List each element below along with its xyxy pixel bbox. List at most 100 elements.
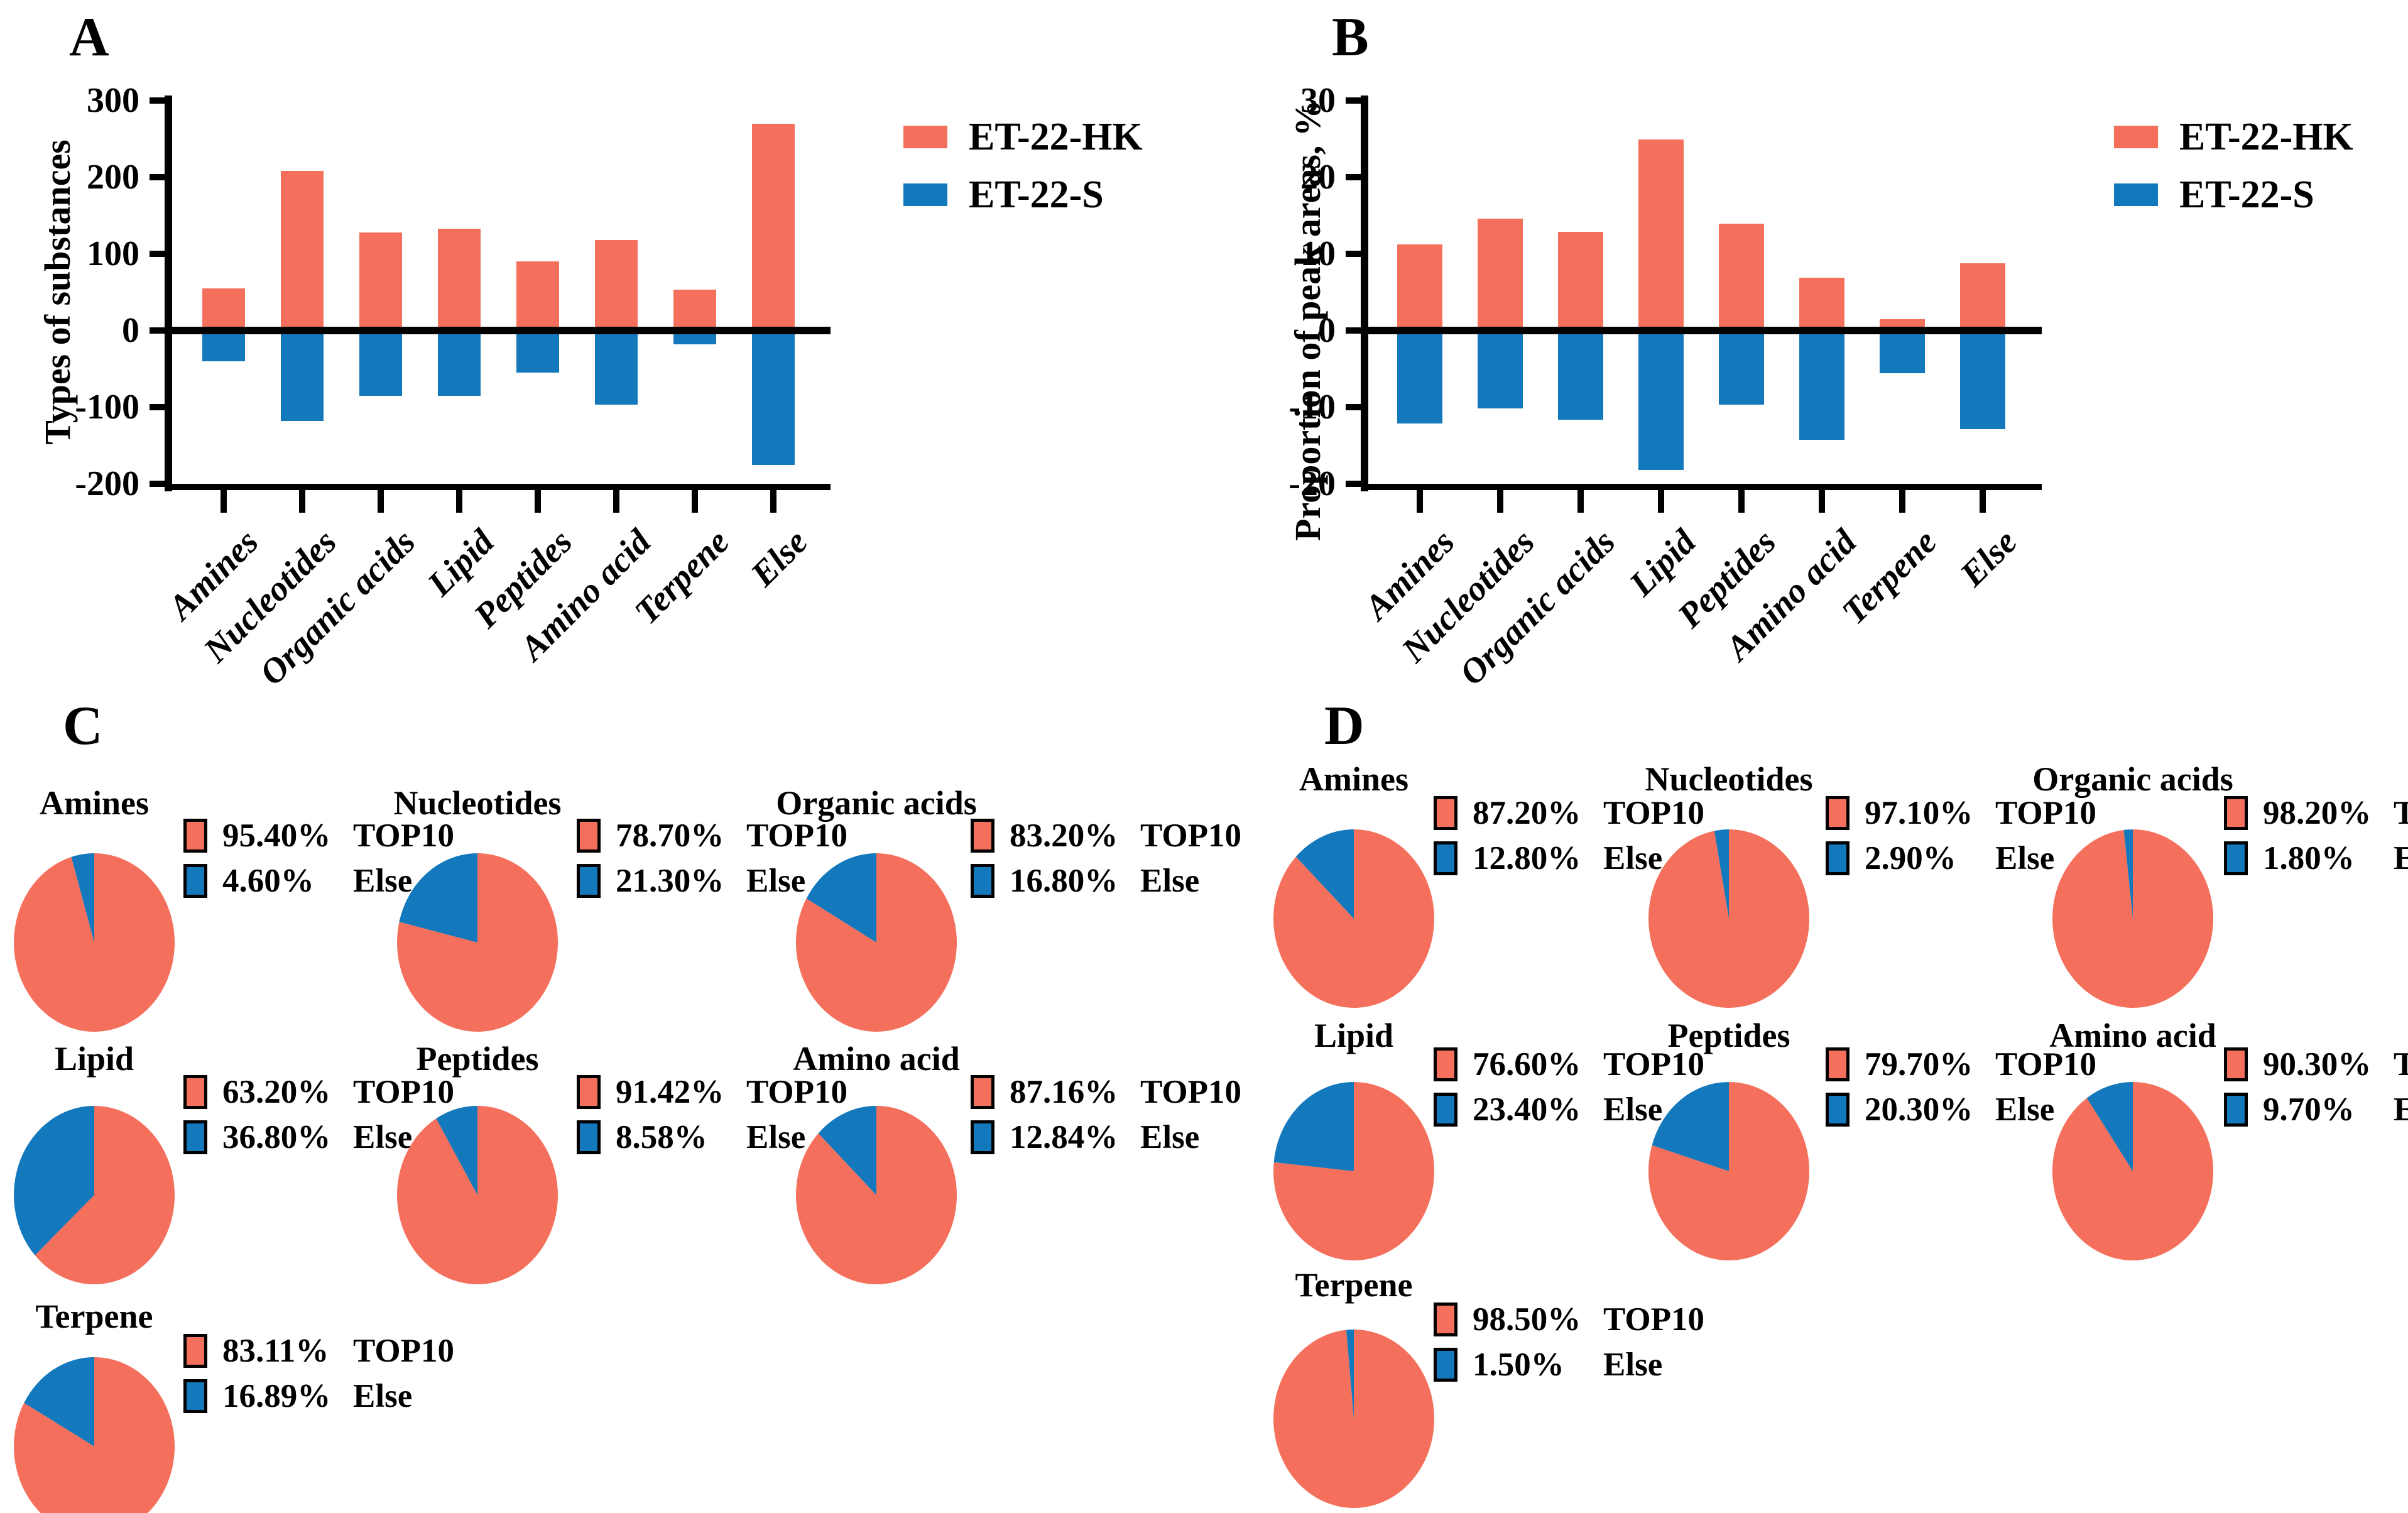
panel-a-legend-row-et-22-s: ET-22-S [903, 170, 1104, 220]
pie-legend-row-terpene-else: 1.50% Else [1434, 1345, 1662, 1385]
pie-legend-swatch-top10 [1434, 1303, 1457, 1336]
pie-chart-amines [13, 853, 175, 1032]
legend-swatch-et-22-s [903, 183, 947, 206]
pie-legend-label-else: Else [353, 863, 413, 899]
pie-legend-swatch-top10 [1434, 796, 1457, 830]
pie-chart-amino-acid [2052, 1082, 2213, 1260]
pie-legend-label-top10: TOP10 [1603, 1301, 1704, 1338]
x-axis-tick [1577, 490, 1584, 513]
pie-slice-else [1346, 1330, 1354, 1419]
pie-legend-label-top10: TOP10 [1140, 817, 1241, 854]
pie-slice-else [2123, 829, 2133, 919]
x-axis-tick [456, 490, 462, 513]
pie-legend-label-else: Else [1140, 1119, 1200, 1155]
pie-legend-value: 21.30% [616, 863, 724, 899]
pie-legend-swatch-top10 [577, 819, 601, 853]
pie-legend-label-top10: TOP10 [1995, 1046, 2096, 1083]
y-tick-label: 100 [87, 234, 139, 273]
y-axis-spine [165, 96, 172, 491]
pie-legend-swatch-top10 [1826, 1047, 1850, 1081]
bar-et-22-s-peptides [1719, 330, 1764, 405]
pie-legend-label-else: Else [746, 863, 806, 899]
zero-line [1368, 327, 2042, 334]
pie-legend-label-top10: TOP10 [1995, 795, 2096, 831]
bar-et-22-s-amines [202, 330, 245, 361]
y-axis-tick [150, 327, 165, 334]
pie-legend-swatch-top10 [1434, 1047, 1457, 1081]
pie-legend-value: 23.40% [1473, 1091, 1581, 1128]
pie-legend-row-amino-acid-else: 12.84% Else [971, 1117, 1199, 1157]
pie-chart-terpene [1273, 1330, 1434, 1508]
y-axis-tick [150, 404, 165, 410]
pie-slice-else [14, 1106, 94, 1255]
bar-et-22-s-lipid [438, 330, 481, 396]
pie-legend-label-top10: TOP10 [353, 1333, 454, 1369]
x-axis-tick [1658, 490, 1664, 513]
panel-b-letter: B [1332, 7, 1369, 68]
pie-legend-value: 36.80% [222, 1119, 331, 1155]
bar-et-22-s-organic-acids [359, 330, 402, 396]
pie-legend-value: 76.60% [1473, 1046, 1581, 1083]
pie-chart-amino-acid [796, 1106, 957, 1284]
pie-title-lipid: Lipid [54, 1040, 134, 1078]
pie-chart-terpene [14, 1357, 175, 1513]
panel-d-letter: D [1324, 696, 1365, 756]
legend-label-et-22-s: ET-22-S [969, 173, 1104, 216]
pie-legend-row-lipid-top10: 63.20% TOP10 [183, 1072, 454, 1112]
x-axis-tick [299, 490, 305, 513]
pie-legend-swatch-else [183, 1120, 207, 1154]
x-axis-tick [1819, 490, 1825, 513]
bar-et-22-hk-organic-acids [359, 232, 402, 330]
x-axis-line [165, 484, 831, 490]
pie-legend-value: 98.20% [2263, 795, 2372, 831]
pie-slice-else [1652, 1082, 1729, 1171]
pie-legend-value: 20.30% [1865, 1091, 1973, 1128]
pie-legend-value: 79.70% [1865, 1046, 1973, 1083]
pie-legend-label-else: Else [1140, 863, 1200, 899]
panel-b-legend-row-et-22-hk: ET-22-HK [2114, 112, 2353, 162]
bar-et-22-s-amino-acid [1799, 330, 1844, 440]
y-tick-label: 300 [87, 81, 139, 120]
bar-et-22-s-organic-acids [1558, 330, 1603, 420]
legend-swatch-et-22-hk [2114, 126, 2158, 148]
pie-slice-else [2086, 1082, 2133, 1171]
bar-et-22-s-else [752, 330, 795, 465]
pie-slice-else [1273, 1082, 1354, 1171]
pie-legend-value: 87.16% [1010, 1074, 1118, 1110]
bar-et-22-s-terpene [1880, 330, 1925, 374]
pie-legend-swatch-else [2224, 1093, 2248, 1127]
y-axis-spine [1361, 96, 1368, 491]
pie-legend-swatch-else [577, 864, 601, 898]
pie-chart-amines [1273, 829, 1434, 1008]
pie-legend-label-top10: TOP10 [2394, 1046, 2408, 1083]
pie-legend-swatch-top10 [971, 1075, 994, 1109]
pie-legend-label-else: Else [1995, 840, 2055, 877]
pie-legend-row-amines-top10: 87.20% TOP10 [1434, 793, 1704, 833]
bar-et-22-hk-amino-acid [1799, 277, 1844, 330]
pie-legend-value: 8.58% [616, 1119, 707, 1155]
pie-legend-swatch-else [1434, 1093, 1457, 1127]
bar-et-22-hk-organic-acids [1558, 231, 1603, 330]
bar-et-22-hk-else [752, 123, 795, 330]
y-tick-label: 200 [87, 158, 139, 197]
pie-legend-value: 16.89% [222, 1378, 331, 1414]
pie-chart-peptides [1648, 1082, 1809, 1260]
pie-legend-swatch-else [1434, 841, 1457, 875]
pie-slice-else [1714, 829, 1729, 919]
pie-legend-swatch-top10 [183, 1075, 207, 1109]
zero-line [172, 327, 831, 334]
bar-et-22-s-else [1960, 330, 2005, 430]
pie-chart-nucleotides [397, 853, 558, 1032]
pie-slice-else [818, 1106, 876, 1195]
pie-legend-label-else: Else [1995, 1091, 2055, 1128]
x-axis-tick [1899, 490, 1905, 513]
y-tick-label: 0 [1318, 311, 1336, 350]
pie-legend-row-terpene-else: 16.89% Else [183, 1376, 412, 1416]
x-axis-tick [1738, 490, 1745, 513]
pie-chart-lipid [14, 1106, 175, 1284]
pie-legend-value: 90.30% [2263, 1046, 2372, 1083]
pie-legend-value: 83.20% [1010, 817, 1118, 854]
x-axis-tick [770, 490, 776, 513]
pie-legend-row-nucleotides-top10: 97.10% TOP10 [1826, 793, 2096, 833]
